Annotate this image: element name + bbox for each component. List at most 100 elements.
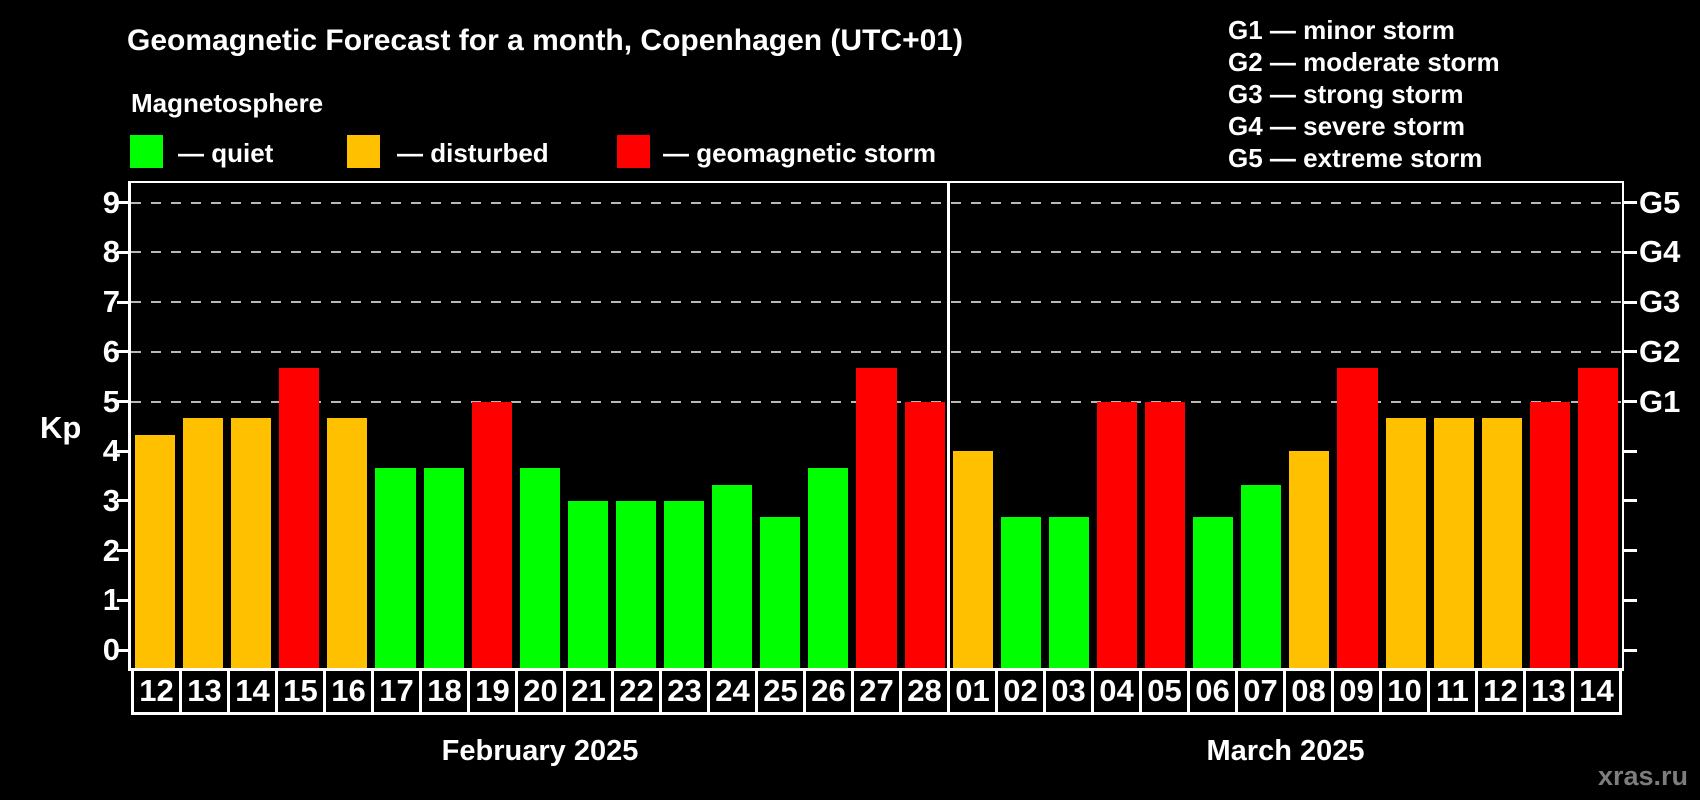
y-tick-label: 4 [102,433,120,469]
y-tick-mark [117,250,130,254]
grid-line [131,350,1622,353]
y-axis-title: Kp [40,410,82,445]
kp-bar-quiet [760,517,801,668]
g3-legend-line: G3 — strong storm [1228,79,1464,109]
kp-bar-disturbed [135,434,176,668]
kp-bar-quiet [423,467,464,668]
kp-bar-disturbed [183,417,224,668]
g-axis-label: G3 [1639,284,1681,320]
g2-legend-line: G2 — moderate storm [1228,47,1500,77]
date-cell: 11 [1427,668,1478,715]
y-tick-mark [117,300,130,304]
date-cell: 10 [1379,668,1430,715]
y-tick-label: 7 [102,284,120,320]
right-tick-mark [1624,598,1637,602]
right-tick-mark [1624,499,1637,503]
date-cell: 01 [947,668,998,715]
kp-bar-storm [1337,368,1378,668]
storm-legend-label: — geomagnetic storm [663,138,937,168]
kp-bar-disturbed [1385,417,1426,668]
right-tick-mark [1624,201,1637,205]
date-cell: 23 [659,668,710,715]
date-cell: 12 [131,668,182,715]
date-cell: 14 [1571,668,1622,715]
disturbed-legend-swatch [347,135,380,168]
date-cell: 13 [1523,668,1574,715]
y-tick-mark [117,648,130,652]
kp-bar-quiet [1048,517,1089,668]
kp-bar-disturbed [231,417,272,668]
date-cell: 08 [1283,668,1334,715]
date-cell: 14 [227,668,278,715]
right-axis-line [1622,181,1624,671]
date-cell: 28 [899,668,950,715]
y-tick-mark [117,598,130,602]
right-tick-mark [1624,549,1637,553]
kp-bar-storm [279,368,320,668]
kp-bar-storm [1096,401,1138,668]
g-axis-label: G4 [1639,234,1681,270]
legend-heading: Magnetosphere [131,88,324,118]
y-tick-label: 8 [102,234,120,270]
y-tick-mark [117,400,130,403]
kp-bar-storm [1529,401,1570,668]
g-axis-label: G1 [1639,383,1681,419]
y-tick-mark [117,499,130,503]
month-label-february: February 2025 [441,735,639,767]
y-tick-label: 0 [102,632,120,667]
date-cell: 04 [1091,668,1142,715]
kp-bar-storm [471,401,512,668]
grid-line [131,301,1622,304]
kp-bar-storm [856,368,897,668]
y-axis-line [128,181,131,671]
y-tick-mark [117,449,130,453]
date-cell: 13 [179,668,230,715]
kp-bar-disturbed [1481,417,1522,668]
g-axis-label: G2 [1639,333,1681,369]
kp-bar-quiet [712,484,753,668]
y-tick-mark [117,350,130,354]
right-tick-mark [1624,250,1637,254]
grid-line [131,201,1622,204]
date-cell: 07 [1235,668,1286,715]
right-tick-mark [1624,648,1637,652]
date-strip: 12 13 14 15 16 17 18 19 20 21 22 23 24 25 26 27 28 01 02 03… [131,668,1622,715]
kp-bar-quiet [519,467,560,668]
right-tick-mark [1624,350,1637,354]
y-tick-label: 5 [102,383,120,419]
kp-bar-storm [1577,368,1618,668]
kp-bar-disturbed [1433,417,1474,668]
date-cell: 24 [707,668,758,715]
right-tick-mark [1624,449,1637,453]
plot-top-border [128,181,1624,183]
kp-bar-quiet [1000,517,1041,668]
date-cell: 21 [563,668,614,715]
kp-bar-quiet [1193,517,1234,668]
date-cell: 27 [851,668,902,715]
quiet-legend-swatch [130,135,163,168]
g4-legend-line: G4 — severe storm [1228,111,1466,141]
kp-bar-quiet [615,500,657,668]
plot-area [131,183,1622,668]
g5-legend-line: G5 — extreme storm [1228,143,1483,173]
date-cell: 09 [1331,668,1382,715]
date-cell: 17 [371,668,422,715]
y-tick-mark [117,549,130,553]
y-tick-label: 1 [102,582,120,618]
g-scale-legend: G1 — minor storm G2 — moderate storm G3 … [1228,14,1500,174]
date-cell: 16 [323,668,374,715]
watermark: xras.ru [1597,761,1688,791]
kp-bar-disturbed [1289,451,1330,668]
date-cell: 05 [1139,668,1190,715]
chart-title: Geomagnetic Forecast for a month, Copenh… [127,24,963,57]
date-cell: 20 [515,668,566,715]
disturbed-legend-label: — disturbed [397,138,549,168]
date-cell: 15 [275,668,326,715]
kp-bar-quiet [808,467,849,668]
y-tick-label: 3 [102,482,120,518]
right-tick-mark [1624,400,1637,403]
g-axis-label: G5 [1639,184,1681,220]
date-cell: 26 [803,668,854,715]
right-tick-mark [1624,300,1637,304]
y-tick-mark [117,201,130,205]
